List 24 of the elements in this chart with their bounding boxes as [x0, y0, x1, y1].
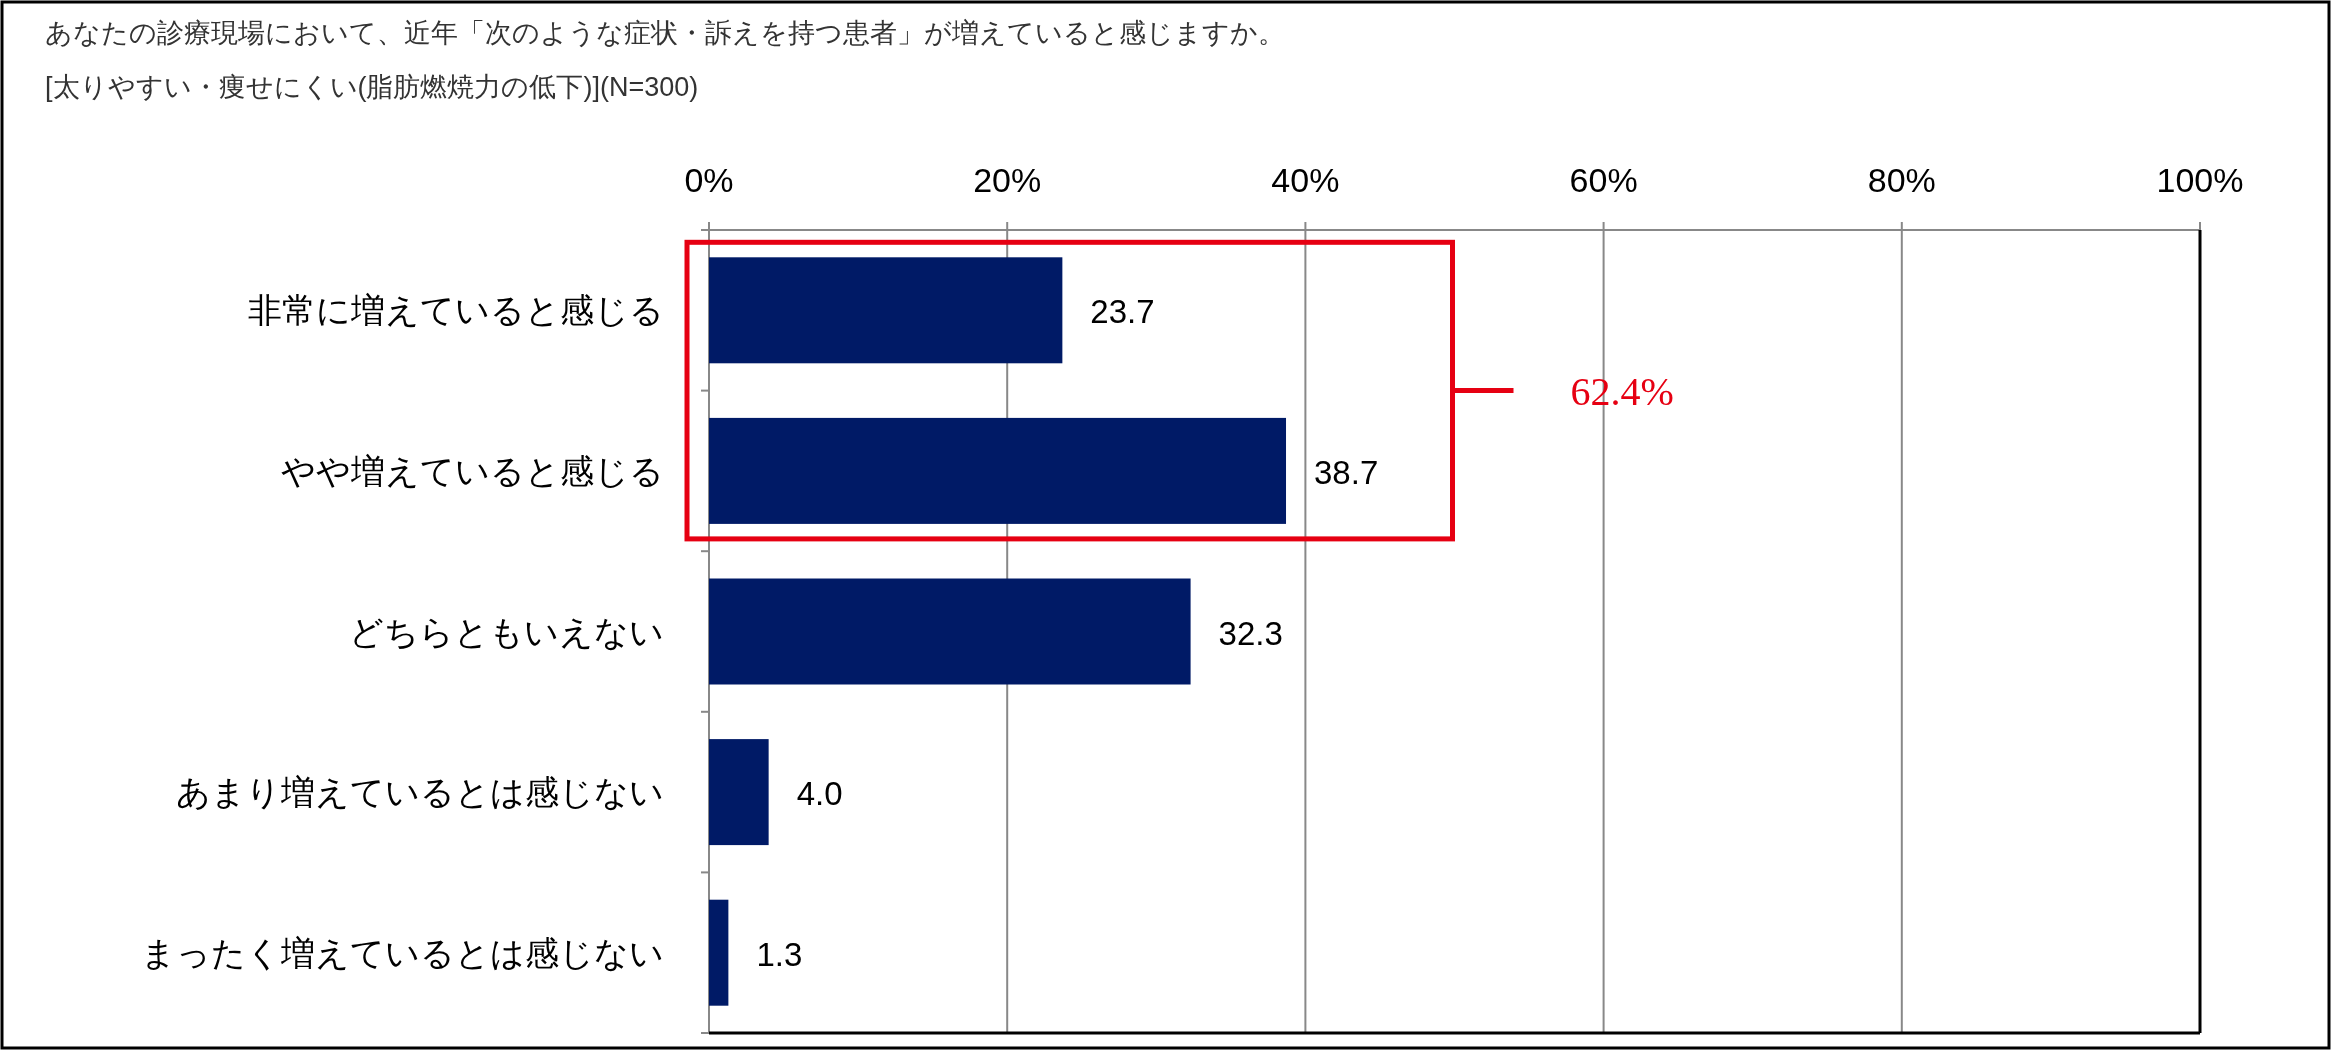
x-tick-label: 40%	[1271, 161, 1340, 199]
y-tick-label: やや増えていると感じる	[281, 451, 664, 490]
data-label: 38.7	[1314, 453, 1379, 491]
x-tick-label: 60%	[1569, 161, 1638, 199]
data-label: 1.3	[756, 935, 803, 973]
bar	[709, 257, 1063, 364]
y-tick-label: あまり増えているとは感じない	[176, 773, 664, 812]
x-tick-label: 0%	[684, 161, 734, 199]
data-label: 32.3	[1218, 614, 1283, 652]
x-tick-label: 80%	[1867, 161, 1936, 199]
bar	[709, 739, 769, 846]
data-label: 23.7	[1090, 293, 1155, 331]
bar	[709, 899, 729, 1006]
annotation: 62.4%	[1570, 368, 1674, 414]
x-tick-label: 100%	[2156, 161, 2244, 199]
y-tick-label: まったく増えているとは感じない	[141, 933, 664, 972]
text: [太りやすい・痩せにくい(脂肪燃焼力の低下)](N=300)	[45, 72, 699, 102]
x-tick-label: 20%	[973, 161, 1042, 199]
bar	[709, 578, 1191, 685]
data-label: 4.0	[796, 775, 843, 813]
bar	[709, 417, 1287, 524]
y-tick-label: どちらともいえない	[349, 612, 664, 651]
chart-title: あなたの診療現場において、近年「次のような症状・訴えを持つ患者」が増えていると感じますか。	[45, 18, 1285, 48]
y-tick-label: 非常に増えていると感じる	[248, 291, 664, 330]
